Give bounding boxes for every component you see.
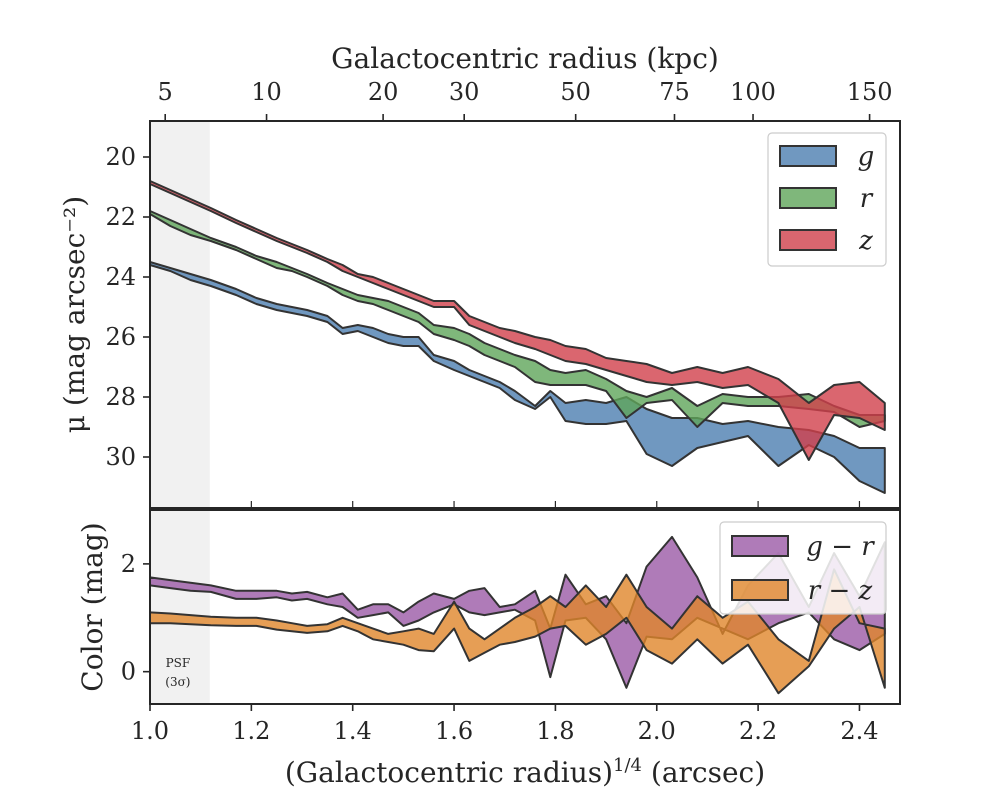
bottom-ytick-label-1: 2: [121, 550, 136, 578]
bottom-xtick-label-7: 2.4: [840, 717, 878, 745]
top-legend-label-0: g: [858, 142, 875, 172]
top-kpc-tick-label-7: 150: [847, 78, 893, 106]
bottom-xtick-label-1: 1.2: [232, 717, 270, 745]
bottom-xtick-label-2: 1.4: [334, 717, 372, 745]
top-panel: 20 22 24 26 28 30 5 10 20 30 50 75 100 150 Galactoce…: [58, 42, 901, 509]
top-kpc-tick-label-1: 10: [251, 78, 282, 106]
top-kpc-tick-label-0: 5: [158, 78, 173, 106]
bottom-legend-swatch-0: [731, 535, 789, 557]
top-ytick-label-5: 30: [105, 443, 136, 471]
bottom-xtick-label-5: 2.0: [638, 717, 676, 745]
top-axes-frame: [149, 120, 901, 509]
bottom-band-1: [149, 568, 886, 695]
top-legend-swatch-1: [779, 187, 837, 209]
top-kpc-tick-label-4: 50: [560, 78, 591, 106]
bottom-xtick-label-6: 2.2: [739, 717, 777, 745]
psf-region-bottom: [150, 510, 210, 704]
top-ytick-label-4: 28: [105, 383, 136, 411]
top-y-axis-title: μ (mag arcsec⁻²): [58, 196, 91, 433]
bottom-axes-frame: [149, 509, 901, 705]
psf-region-top: [150, 121, 210, 508]
top-kpc-tick-label-2: 20: [368, 78, 399, 106]
top-ytick-label-3: 26: [105, 323, 136, 351]
top-x-axis-title: Galactocentric radius (kpc): [331, 42, 719, 75]
bottom-xtick-label-0: 1.0: [131, 717, 169, 745]
bottom-y-ticks: 02: [121, 550, 150, 686]
top-series-group: [149, 180, 886, 494]
top-legend-label-2: z: [858, 226, 873, 256]
top-band-0: [149, 261, 886, 494]
top-legend: grz: [767, 132, 887, 267]
bottom-y-axis-title: Color (mag): [76, 522, 109, 691]
top-kpc-tick-label-5: 75: [659, 78, 690, 106]
top-x-ticks: 5 10 20 30 50 75 100 150: [149, 78, 893, 507]
bottom-legend-swatch-1: [731, 579, 789, 601]
top-kpc-tick-label-3: 30: [449, 78, 480, 106]
psf-sigma-label: (3σ): [165, 675, 190, 689]
bottom-xtick-label-3: 1.6: [435, 717, 473, 745]
top-legend-label-1: r: [860, 184, 874, 214]
top-ytick-label-1: 22: [105, 203, 136, 231]
bottom-panel: 02 1.0 1.2 1.4 1.6 1.8 2.0 2.2 2.4 (Galactocent…: [76, 509, 901, 789]
top-ytick-label-2: 24: [105, 263, 136, 291]
bottom-x-axis-title: (Galactocentric radius)1/4 (arcsec): [285, 755, 765, 789]
bottom-ytick-label-0: 0: [121, 658, 136, 686]
bottom-legend-label-0: g − r: [806, 532, 875, 562]
top-kpc-tick-label-6: 100: [730, 78, 776, 106]
bottom-legend: g − r r − z: [719, 521, 887, 615]
top-legend-swatch-2: [779, 229, 837, 251]
top-ytick-label-0: 20: [105, 143, 136, 171]
psf-label: PSF: [166, 656, 191, 670]
bottom-x-ticks: 1.0 1.2 1.4 1.6 1.8 2.0 2.2 2.4: [131, 704, 879, 745]
top-y-ticks: 20 22 24 26 28 30: [105, 143, 150, 471]
bottom-legend-label-1: r − z: [808, 576, 873, 606]
bottom-xtick-label-4: 1.8: [536, 717, 574, 745]
top-band-2: [149, 180, 886, 461]
top-legend-swatch-0: [779, 145, 837, 167]
